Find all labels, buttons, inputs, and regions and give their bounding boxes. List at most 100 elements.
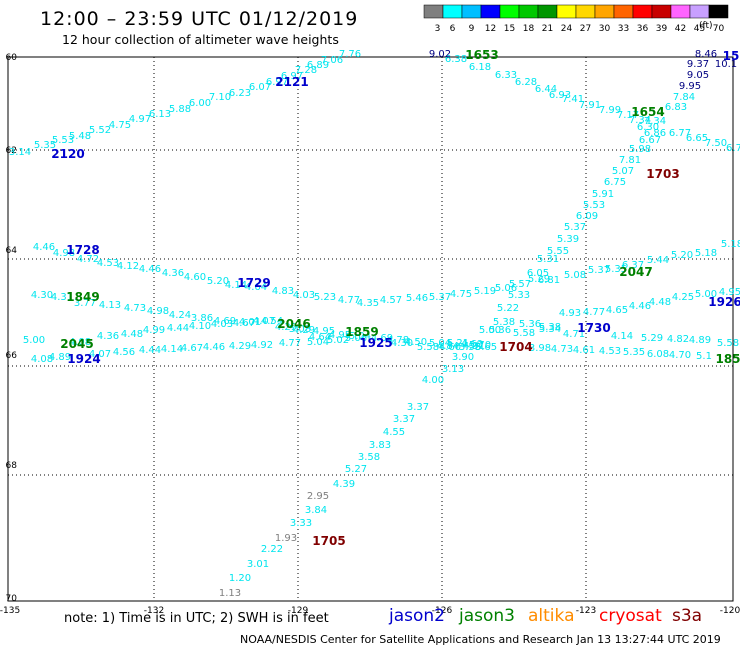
wave-height-label: 10.1 — [715, 59, 737, 70]
wave-height-label: 5.65 — [475, 342, 497, 353]
legend-label: 12 — [485, 24, 496, 34]
wave-height-label: 4.97 — [129, 114, 151, 125]
wave-height-label: 1.20 — [229, 573, 251, 584]
wave-height-label: 5.58 — [417, 342, 439, 353]
legend-label: 33 — [618, 24, 629, 34]
map-subtitle: 12 hour collection of altimeter wave hei… — [62, 32, 339, 47]
pass-time-label: 1703 — [646, 167, 679, 181]
wave-height-label: 1.13 — [219, 588, 241, 599]
legend-swatch — [689, 4, 710, 19]
wave-height-label: 4.46 — [629, 301, 651, 312]
wave-height-label: 1.93 — [275, 533, 297, 544]
wave-height-label: 4.07 — [253, 316, 275, 327]
wave-height-label: 4.54 — [261, 316, 283, 327]
wave-height-label: 4.12 — [117, 261, 139, 272]
wave-height-label: 4.67 — [181, 343, 203, 354]
lat-label: 66 — [6, 351, 18, 361]
wave-height-label: 4.29 — [275, 322, 297, 333]
wave-height-label: 5.29 — [641, 333, 663, 344]
wave-height-label: 4.71 — [563, 329, 585, 340]
wave-height-label: 6.08 — [647, 349, 669, 360]
wave-height-label: 4.46 — [33, 242, 55, 253]
wave-height-label: 4.48 — [121, 329, 143, 340]
wave-height-label: 3.13 — [442, 364, 464, 375]
wave-height-label: 5.06 — [345, 333, 367, 344]
wave-height-label: 4.53 — [599, 346, 621, 357]
wave-height-label: 4.69 — [371, 333, 393, 344]
wave-height-label: 4.60 — [184, 272, 206, 283]
legend-swatch — [461, 4, 482, 19]
legend-swatch — [499, 4, 520, 19]
wave-height-label: 5.21 — [447, 338, 469, 349]
wave-height-label: 4.31 — [51, 292, 73, 303]
wave-height-label: 9.05 — [687, 70, 709, 81]
wave-height-label: 6.09 — [576, 211, 598, 222]
pass-time-label: 1859 — [345, 325, 378, 339]
legend-swatch — [708, 4, 729, 19]
wave-height-label: 5.70 — [469, 340, 491, 351]
wave-height-label: 4.75 — [450, 289, 472, 300]
wave-height-label: 5.53 — [52, 135, 74, 146]
wave-height-label: 5.48 — [69, 131, 91, 142]
wave-height-label: 4.69 — [214, 316, 236, 327]
wave-height-label: 6.28 — [515, 77, 537, 88]
wave-height-label: 6.75 — [604, 177, 626, 188]
wave-height-label: 4.56 — [113, 347, 135, 358]
wave-height-label: 5.02 — [327, 335, 349, 346]
wave-height-label: 4.82 — [667, 334, 689, 345]
wave-height-label: 6.37 — [622, 260, 644, 271]
map-frame — [7, 56, 734, 602]
wave-height-label: 5.08 — [564, 270, 586, 281]
wave-height-label: 4.08 — [31, 354, 53, 365]
wave-height-label: 5.53 — [583, 200, 605, 211]
satellite-cryosat: cryosat — [599, 606, 662, 626]
wave-height-label: 4.60 — [439, 342, 461, 353]
wave-height-label: 4.55 — [383, 427, 405, 438]
legend-swatch — [442, 4, 463, 19]
wave-height-label: 6.18 — [469, 62, 491, 73]
legend-swatch — [480, 4, 501, 19]
wave-height-label: 4.65 — [606, 305, 628, 316]
wave-height-label: 6.89 — [307, 60, 329, 71]
wave-height-label: 4.64 — [309, 332, 331, 343]
wave-height-label: 3.84 — [305, 505, 327, 516]
wave-height-label: 4.07 — [89, 349, 111, 360]
wave-height-label: 4.99 — [143, 325, 165, 336]
legend-label: 3 — [435, 24, 441, 34]
wave-height-label: 4.73 — [124, 303, 146, 314]
credit-line: NOAA/NESDIS Center for Satellite Applica… — [240, 633, 721, 646]
legend-swatch — [670, 4, 691, 19]
wave-height-label: 4.44 — [167, 323, 189, 334]
wave-height-label: 4.89 — [49, 352, 71, 363]
pass-time-label: 1704 — [499, 340, 532, 354]
lon-label: -135 — [0, 606, 20, 616]
wave-height-label: 9.02 — [429, 49, 451, 60]
wave-height-label: 4.29 — [229, 341, 251, 352]
wave-height-label: 4.35 — [357, 298, 379, 309]
pass-time-label: 1705 — [312, 534, 345, 548]
wave-height-label: 3.58 — [459, 342, 481, 353]
satellite-jason3: jason3 — [459, 606, 515, 626]
lon-label: -129 — [288, 606, 309, 616]
wave-height-label: 4.14 — [225, 280, 247, 291]
wave-height-label: 4.98 — [53, 248, 75, 259]
pass-time-label: 1653 — [465, 48, 498, 62]
wave-height-label: 5.04 — [429, 338, 451, 349]
legend-label: 39 — [656, 24, 668, 34]
legend-swatch — [575, 4, 596, 19]
legend-swatch — [537, 4, 558, 19]
wave-height-label: 4.95 — [719, 287, 740, 298]
wave-height-label: 4.91 — [463, 341, 485, 352]
wave-height-label: 9.37 — [687, 59, 709, 70]
wave-height-label: 4.50 — [405, 337, 427, 348]
wave-height-label: 5.00 — [23, 335, 45, 346]
wave-height-label: 5.57 — [509, 279, 531, 290]
pass-time-label: 1730 — [577, 321, 610, 335]
wave-height-label: 4.69 — [461, 339, 483, 350]
wave-height-label: 5.38 — [539, 322, 561, 333]
wave-height-label: 4.95 — [329, 330, 351, 341]
wave-height-label: 4.36 — [97, 331, 119, 342]
pass-time-label: 185 — [715, 352, 740, 366]
wave-height-label: 5.37 — [429, 292, 451, 303]
wave-height-label: 5.52 — [89, 125, 111, 136]
